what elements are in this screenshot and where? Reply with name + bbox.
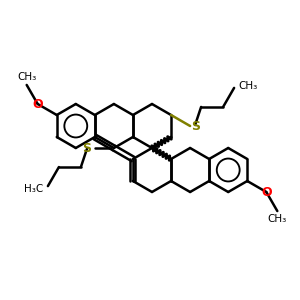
Text: S: S [191, 119, 200, 133]
Text: S: S [82, 142, 91, 154]
Text: O: O [32, 98, 43, 110]
Text: CH₃: CH₃ [238, 81, 257, 91]
Text: H₃C: H₃C [24, 184, 43, 194]
Text: CH₃: CH₃ [17, 72, 36, 82]
Text: O: O [261, 185, 272, 199]
Text: CH₃: CH₃ [268, 214, 287, 224]
